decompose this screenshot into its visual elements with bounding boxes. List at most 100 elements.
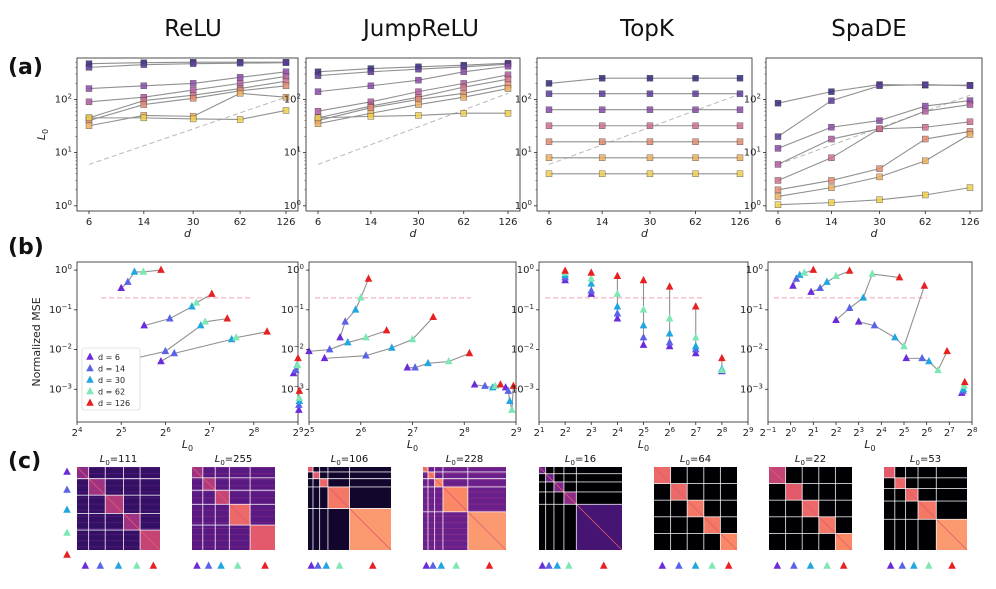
b-xtick-label: 2−1 <box>760 426 777 439</box>
a-point <box>966 118 974 125</box>
b-point <box>925 357 933 365</box>
b-point <box>934 365 942 374</box>
a-point <box>282 59 290 66</box>
b-subplot-SpaDE: 2−1 20 21 22 23 24 25 26 27 28 L0 10−3 10−2 10−1 100 <box>740 261 977 453</box>
a-point <box>598 106 606 113</box>
b-xtick-label: 21 <box>534 426 545 439</box>
b-point <box>870 321 879 329</box>
a-xtick-label: 14 <box>365 217 378 228</box>
a-point <box>460 94 467 101</box>
b-point <box>481 381 489 389</box>
b-point <box>295 400 303 408</box>
b-point <box>403 363 412 371</box>
c-bottom-marker-0 <box>193 561 201 569</box>
legend-label-4: d = 126 <box>98 399 130 408</box>
column-title-1: JumpReLU <box>361 16 479 42</box>
c-side-marker-4 <box>63 550 71 558</box>
a-point <box>140 82 148 90</box>
b-xtick-label: 20 <box>785 426 796 439</box>
c-side-marker-1 <box>63 485 71 493</box>
c-bottom-marker-0 <box>658 561 667 569</box>
c-bottom-marker-1 <box>790 561 798 569</box>
a-point <box>314 120 322 127</box>
b-xtick-label: 25 <box>116 426 127 439</box>
c-matrix-title: L0=64 <box>680 454 711 467</box>
a-point <box>692 122 699 129</box>
b-point <box>900 341 908 350</box>
b-ytick-label: 10−2 <box>740 343 763 356</box>
c-texture-row <box>77 491 160 493</box>
a-point <box>314 114 322 122</box>
a-point <box>598 138 606 145</box>
a-point <box>282 82 290 90</box>
b-point <box>130 267 139 275</box>
a-point <box>236 116 244 123</box>
a-xlabel: d <box>184 227 192 240</box>
b-point <box>613 302 622 310</box>
c-texture-row <box>423 467 506 468</box>
a-point <box>415 88 422 95</box>
c-diagonal <box>768 466 853 551</box>
a-point <box>876 117 883 124</box>
legend-marker-0 <box>86 352 94 360</box>
a-xtick-label: 14 <box>137 217 150 228</box>
a-point <box>415 101 422 108</box>
b-point <box>139 267 148 275</box>
c-bottom-marker-0 <box>81 561 90 569</box>
b-point <box>920 281 929 289</box>
column-titles: ReLU JumpReLU TopK SpaDE <box>164 16 907 42</box>
a-point <box>545 170 553 178</box>
b-point <box>388 343 396 351</box>
b-point <box>789 281 797 289</box>
b-curve-3 <box>858 285 925 348</box>
a-point <box>504 75 512 83</box>
a-point <box>922 191 929 199</box>
a-point <box>140 61 148 68</box>
a-point <box>598 90 606 97</box>
a-xtick-label: 6 <box>546 217 552 228</box>
a-xtick-label: 126 <box>498 217 517 228</box>
c-texture-row <box>77 528 160 529</box>
c-texture-row <box>192 497 275 499</box>
c-bottom-marker-4 <box>724 561 733 569</box>
a-point <box>646 154 654 161</box>
column-title-0: ReLU <box>164 16 222 42</box>
b-point <box>364 274 373 282</box>
a-point <box>922 135 929 143</box>
c-texture-row <box>192 534 275 536</box>
c-texture-row <box>77 540 160 542</box>
b-point <box>295 393 304 401</box>
legend-label-2: d = 30 <box>98 376 125 385</box>
b-xtick-label: 22 <box>831 426 842 439</box>
b-point <box>868 269 877 277</box>
b-xtick-label: 26 <box>355 426 366 439</box>
c-bottom-marker-2 <box>553 561 562 569</box>
c-side-marker-2 <box>63 505 71 513</box>
a-point <box>415 76 422 84</box>
c-bottom-marker-2 <box>806 561 815 569</box>
a-point <box>736 90 744 97</box>
a-point <box>692 75 699 82</box>
a-point <box>774 161 782 168</box>
a-point <box>774 186 782 194</box>
c-bottom-marker-3 <box>452 561 460 569</box>
a-point <box>85 64 93 71</box>
a-point <box>692 138 699 145</box>
legend-label-3: d = 62 <box>98 388 125 397</box>
b-axes-frame <box>76 261 299 423</box>
a-point <box>282 107 290 114</box>
b-xtick-label: 27 <box>944 426 955 439</box>
c-texture-row <box>77 485 160 487</box>
row-labels: (a) (b) (c) <box>8 55 44 474</box>
b-xtick-label: 27 <box>407 426 418 439</box>
a-xtick-label: 62 <box>457 217 470 228</box>
b-point <box>509 381 518 389</box>
b-xlabel: L0 <box>182 438 193 453</box>
b-point <box>665 341 674 350</box>
b-ytick-label: 10−1 <box>49 303 72 316</box>
c-bottom-marker-3 <box>823 561 831 569</box>
b-point <box>201 317 209 325</box>
c-matrix-title: L0=111 <box>100 454 138 467</box>
b-point <box>295 405 303 413</box>
b-point <box>639 275 648 284</box>
